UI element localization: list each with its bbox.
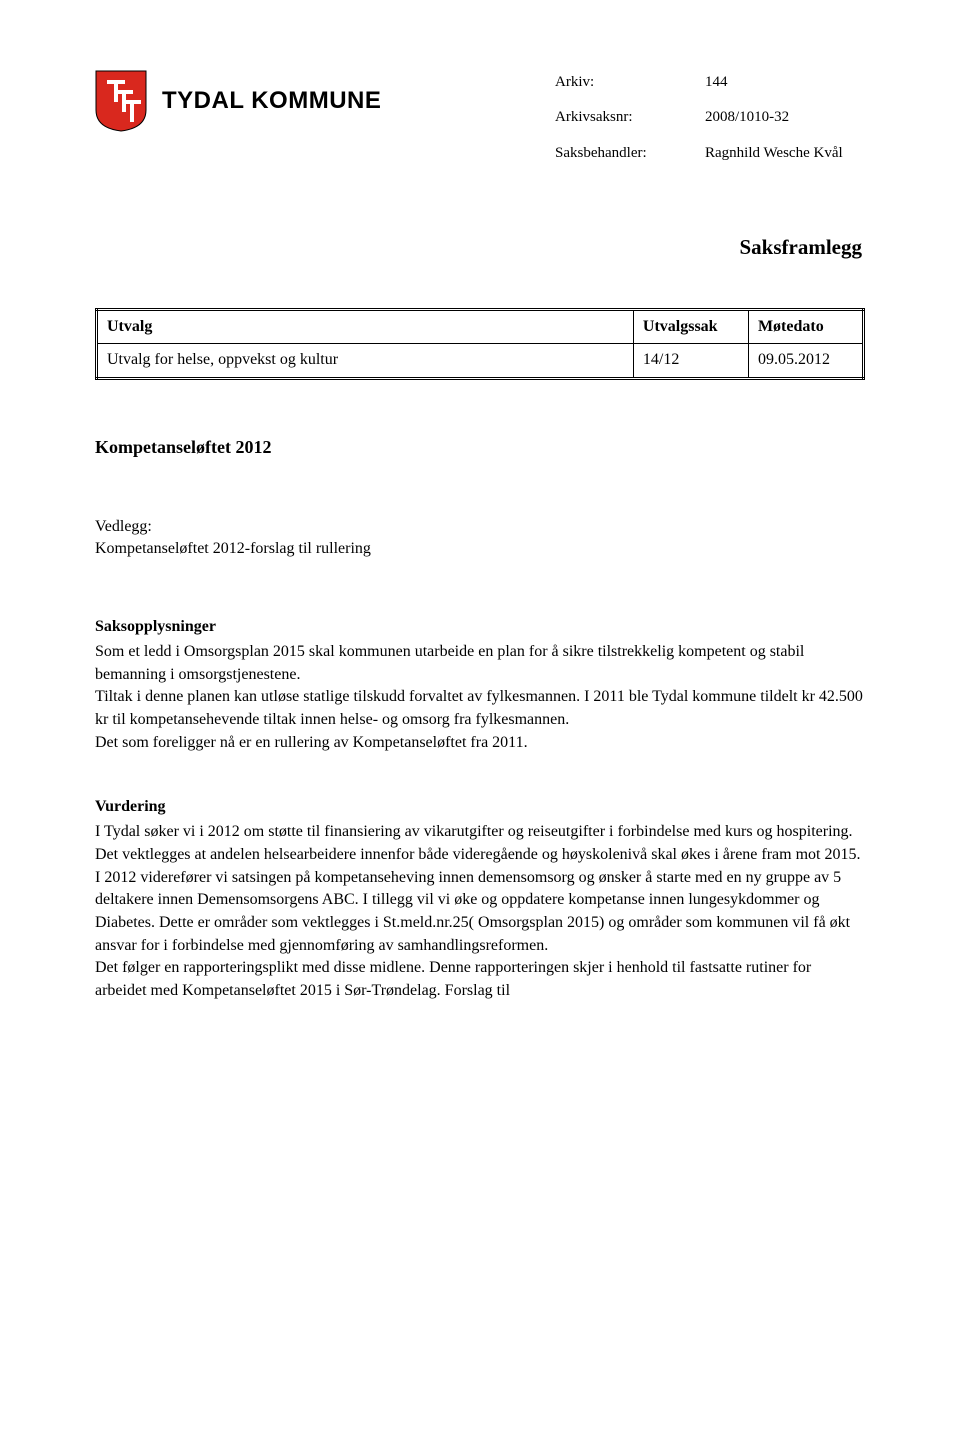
saksopplysninger-heading: Saksopplysninger xyxy=(95,616,865,639)
vedlegg-label: Vedlegg: xyxy=(95,516,865,539)
vurdering-heading: Vurdering xyxy=(95,796,865,819)
table-header-row: Utvalg Utvalgssak Møtedato xyxy=(97,309,864,344)
td-motedato: 09.05.2012 xyxy=(748,344,863,379)
saksopplysninger-p1: Som et ledd i Omsorgsplan 2015 skal komm… xyxy=(95,641,865,686)
arkivsaksnr-label: Arkivsaksnr: xyxy=(555,107,705,128)
archive-row-arkivsaksnr: Arkivsaksnr: 2008/1010-32 xyxy=(555,107,865,128)
kommune-logo-icon xyxy=(95,70,147,132)
archive-metadata: Arkiv: 144 Arkivsaksnr: 2008/1010-32 Sak… xyxy=(555,72,865,178)
th-utvalgssak: Utvalgssak xyxy=(633,309,748,344)
vurdering-p2: Det vektlegges at andelen helsearbeidere… xyxy=(95,844,865,867)
archive-row-saksbehandler: Saksbehandler: Ragnhild Wesche Kvål xyxy=(555,143,865,164)
vurdering-p4: Det følger en rapporteringsplikt med dis… xyxy=(95,957,865,1002)
arkiv-value: 144 xyxy=(705,72,865,93)
saksframlegg-title: Saksframlegg xyxy=(95,233,865,263)
vurdering-section: Vurdering I Tydal søker vi i 2012 om stø… xyxy=(95,796,865,1002)
vurdering-p1: I Tydal søker vi i 2012 om støtte til fi… xyxy=(95,821,865,844)
saksopplysninger-p2: Tiltak i denne planen kan utløse statlig… xyxy=(95,686,865,731)
saksbehandler-value: Ragnhild Wesche Kvål xyxy=(705,143,865,164)
vedlegg-section: Vedlegg: Kompetanseløftet 2012-forslag t… xyxy=(95,516,865,561)
vurdering-p3: I 2012 viderefører vi satsingen på kompe… xyxy=(95,867,865,958)
arkiv-label: Arkiv: xyxy=(555,72,705,93)
header-left: TYDAL KOMMUNE xyxy=(95,70,555,132)
th-motedato: Møtedato xyxy=(748,309,863,344)
document-header: TYDAL KOMMUNE Arkiv: 144 Arkivsaksnr: 20… xyxy=(95,70,865,178)
saksopplysninger-section: Saksopplysninger Som et ledd i Omsorgspl… xyxy=(95,616,865,754)
main-title: Kompetanseløftet 2012 xyxy=(95,435,865,461)
archive-row-arkiv: Arkiv: 144 xyxy=(555,72,865,93)
vedlegg-text: Kompetanseløftet 2012-forslag til ruller… xyxy=(95,538,865,561)
kommune-name: TYDAL KOMMUNE xyxy=(162,84,381,118)
arkivsaksnr-value: 2008/1010-32 xyxy=(705,107,865,128)
utvalg-table: Utvalg Utvalgssak Møtedato Utvalg for he… xyxy=(95,308,865,380)
td-utvalgssak: 14/12 xyxy=(633,344,748,379)
saksopplysninger-p3: Det som foreligger nå er en rullering av… xyxy=(95,732,865,755)
th-utvalg: Utvalg xyxy=(97,309,634,344)
td-utvalg: Utvalg for helse, oppvekst og kultur xyxy=(97,344,634,379)
table-row: Utvalg for helse, oppvekst og kultur 14/… xyxy=(97,344,864,379)
saksbehandler-label: Saksbehandler: xyxy=(555,143,705,164)
